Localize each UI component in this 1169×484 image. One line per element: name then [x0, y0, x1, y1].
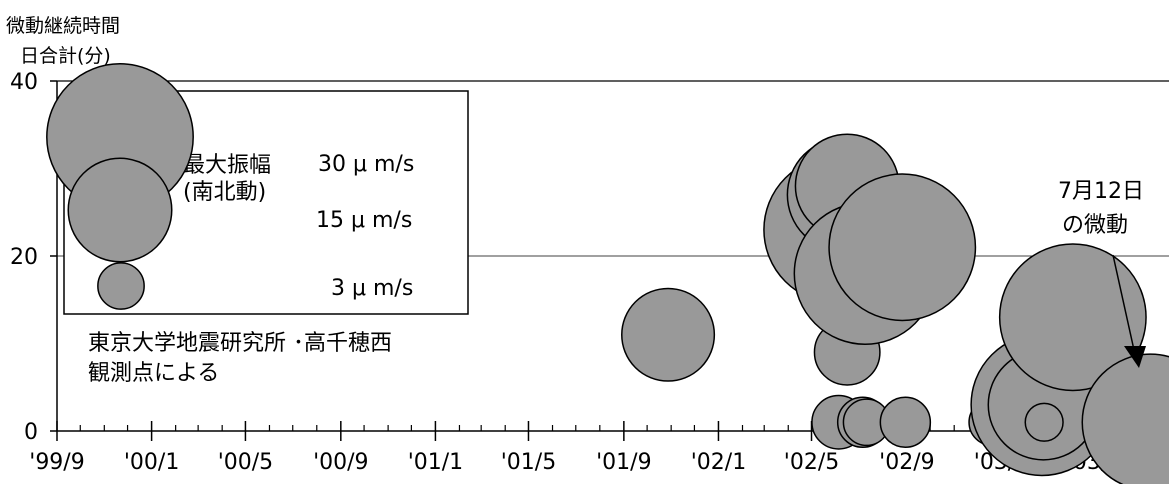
y-axis-ticks: 0 20 40 [10, 70, 57, 445]
x-tick-label-0: '99/9 [29, 450, 84, 475]
x-tick-label-8: '02/5 [784, 450, 839, 475]
x-tick-label-6: '01/9 [596, 450, 651, 475]
bubble-point-15 [1024, 402, 1064, 442]
y-tick-label-0: 0 [24, 420, 38, 445]
annotation: 7月12日 の微動 [1058, 179, 1146, 368]
bubble-point-17 [1081, 353, 1169, 484]
bubbles [621, 133, 1169, 484]
source-note-line1: 東京大学地震研究所 ･高千穂西 [88, 331, 392, 356]
annotation-arrowhead [1124, 346, 1146, 368]
x-tick-label-3: '00/9 [313, 450, 368, 475]
annotation-line1: 7月12日 [1058, 179, 1144, 204]
bubble-point-16 [998, 243, 1147, 392]
legend-bubble-3 [97, 262, 145, 310]
x-tick-label-1: '00/1 [124, 450, 179, 475]
x-tick-label-2: '00/5 [218, 450, 273, 475]
x-tick-label-5: '01/5 [501, 450, 556, 475]
y-axis-label-line1: 微動継続時間 [6, 15, 120, 37]
annotation-arrow-shaft [1112, 254, 1135, 351]
source-note-line2: 観測点による [88, 361, 219, 386]
legend-label-3: 3 μ m/s [331, 276, 413, 301]
bubble-point-11 [879, 396, 932, 448]
bubble-point-0 [621, 287, 716, 382]
x-tick-label-9: '02/9 [879, 450, 934, 475]
x-tick-label-7: '02/1 [691, 450, 746, 475]
annotation-line2: の微動 [1062, 213, 1128, 238]
legend-title-line2: (南北動) [183, 180, 266, 205]
y-tick-label-20: 20 [10, 245, 38, 270]
legend-bubble-15 [67, 157, 173, 263]
y-axis-label-line2: 日合計(分) [20, 45, 111, 67]
legend-title-line1: 最大振幅 [183, 153, 271, 178]
legend: 最大振幅 (南北動) 30 μ m/s 15 μ m/s 3 μ m/s [46, 63, 469, 315]
y-tick-label-40: 40 [10, 70, 38, 95]
x-tick-label-4: '01/1 [408, 450, 463, 475]
legend-label-15: 15 μ m/s [316, 208, 412, 233]
legend-label-30: 30 μ m/s [318, 152, 414, 177]
bubble-point-10 [828, 173, 977, 322]
